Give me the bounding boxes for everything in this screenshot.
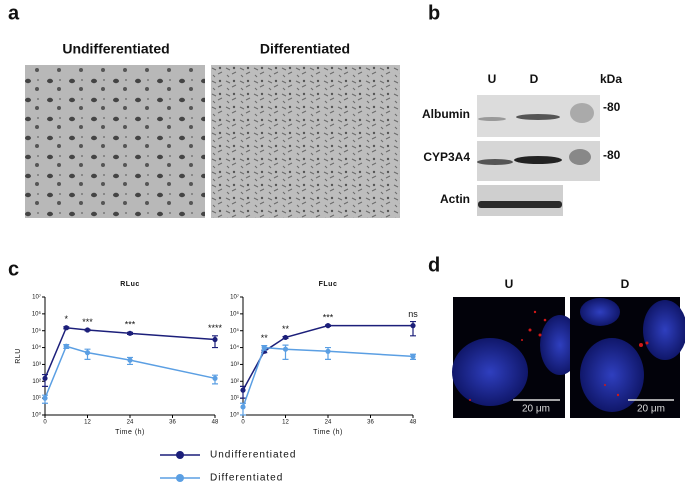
y-tick-label: 10⁷ — [32, 294, 41, 301]
y-tick-label: 10⁶ — [230, 310, 240, 317]
panel-label: d — [428, 254, 440, 276]
data-point — [410, 323, 416, 329]
data-point — [261, 344, 267, 351]
legend-marker — [176, 474, 184, 482]
x-tick-label: 0 — [241, 420, 245, 426]
data-point — [42, 395, 48, 401]
significance: * — [64, 314, 68, 324]
chart-title: FLuc — [319, 281, 338, 288]
y-tick-label: 10⁰ — [230, 412, 240, 419]
legend-marker — [176, 451, 184, 459]
significance: ns — [408, 309, 418, 319]
unit-label: kDa — [600, 72, 622, 86]
y-tick-label: 10⁴ — [32, 344, 42, 351]
data-point — [240, 404, 246, 410]
lane-label: U — [488, 72, 497, 86]
y-tick-label: 10³ — [230, 362, 239, 368]
y-tick-label: 10² — [230, 379, 239, 385]
image-label: U — [505, 277, 514, 291]
nucleus — [580, 338, 644, 412]
y-tick-label: 10³ — [32, 362, 41, 368]
x-tick-label: 24 — [325, 420, 332, 426]
x-tick-label: 36 — [367, 420, 374, 426]
image-label: D — [621, 277, 630, 291]
x-axis-label: Time (h) — [115, 429, 145, 436]
band — [516, 114, 560, 120]
series-line — [44, 345, 216, 399]
y-tick-label: 10⁴ — [230, 344, 240, 351]
data-point — [240, 387, 246, 393]
data-point — [42, 375, 48, 381]
y-axis-label: RLU — [15, 348, 22, 364]
scale-bar-label: 20 μm — [522, 404, 550, 415]
y-tick-label: 10⁰ — [32, 412, 42, 419]
band — [478, 201, 562, 208]
panel-label: c — [8, 258, 19, 280]
nucleus — [643, 300, 685, 360]
micrograph — [211, 65, 400, 218]
panel-label: a — [8, 2, 20, 24]
data-point — [410, 353, 416, 359]
band — [514, 156, 562, 164]
x-tick-label: 36 — [169, 420, 176, 426]
lane-label: D — [530, 72, 539, 86]
significance: *** — [125, 320, 136, 330]
data-point — [127, 330, 133, 336]
significance: ** — [282, 324, 290, 334]
y-tick-label: 10⁵ — [32, 327, 42, 334]
y-tick-label: 10¹ — [230, 396, 239, 402]
panel-label: b — [428, 2, 440, 24]
data-point — [63, 325, 69, 331]
band — [570, 103, 594, 123]
y-tick-label: 10² — [32, 379, 41, 385]
blot — [477, 185, 563, 216]
band — [477, 159, 513, 165]
x-tick-label: 12 — [84, 420, 91, 426]
data-point — [282, 334, 289, 341]
data-point — [282, 346, 289, 352]
significance: **** — [208, 323, 223, 333]
x-tick-label: 0 — [43, 420, 47, 426]
signal-dots — [469, 310, 547, 401]
marker-label: -80 — [603, 100, 621, 114]
band — [478, 117, 506, 121]
x-tick-label: 48 — [212, 420, 219, 426]
signal-dots — [604, 341, 649, 397]
y-tick-label: 10⁷ — [230, 294, 239, 301]
y-tick-label: 10¹ — [32, 396, 41, 402]
scale-bar-label: 20 μm — [637, 404, 665, 415]
x-tick-label: 24 — [127, 420, 134, 426]
nucleus — [452, 338, 528, 406]
micrograph — [25, 65, 205, 218]
significance: *** — [323, 312, 334, 322]
x-tick-label: 12 — [282, 420, 289, 426]
legend-label: Undifferentiated — [210, 450, 296, 461]
x-tick-label: 48 — [410, 420, 417, 426]
marker-label: -80 — [603, 148, 621, 162]
data-point — [63, 343, 69, 349]
data-point — [325, 323, 331, 329]
y-tick-label: 10⁵ — [230, 327, 240, 334]
row-label: CYP3A4 — [423, 150, 470, 164]
x-axis-label: Time (h) — [313, 429, 343, 436]
data-point — [212, 375, 218, 381]
image-label: Differentiated — [260, 41, 350, 57]
image-label: Undifferentiated — [62, 41, 169, 57]
significance: ** — [261, 333, 269, 343]
row-label: Actin — [440, 192, 470, 206]
nucleus — [580, 298, 620, 326]
chart-title: RLuc — [120, 281, 140, 288]
legend-label: Differentiated — [210, 473, 283, 483]
data-point — [325, 348, 331, 354]
data-point — [127, 357, 133, 363]
y-tick-label: 10⁶ — [32, 310, 42, 317]
row-label: Albumin — [422, 107, 470, 121]
data-point — [84, 327, 91, 333]
data-point — [212, 336, 218, 343]
band — [569, 149, 591, 165]
data-point — [84, 350, 91, 356]
significance: *** — [82, 317, 93, 327]
